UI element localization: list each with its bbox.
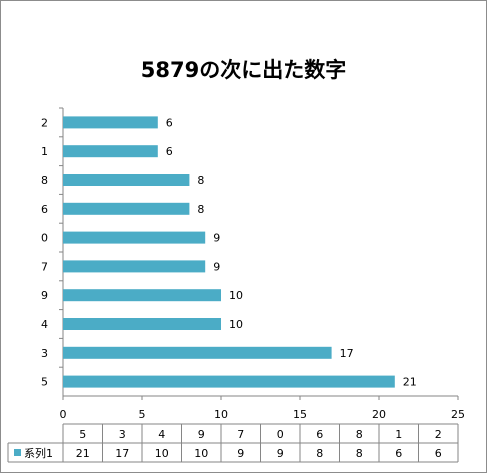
bar <box>63 174 190 186</box>
data-label: 8 <box>197 203 204 216</box>
table-value-cell: 21 <box>76 447 90 460</box>
table-value-cell: 8 <box>316 447 323 460</box>
data-label: 10 <box>229 289 243 302</box>
legend-label: 系列1 <box>24 446 53 460</box>
table-value-cell: 10 <box>155 447 169 460</box>
table-value-cell: 17 <box>115 447 129 460</box>
table-category-cell: 7 <box>237 428 244 441</box>
y-tick-label: 4 <box>41 318 48 331</box>
x-tick-label: 10 <box>214 408 228 421</box>
table-category-cell: 8 <box>356 428 363 441</box>
bar <box>63 231 206 244</box>
table-category-cell: 0 <box>277 428 284 441</box>
bar <box>63 116 158 129</box>
table-category-cell: 2 <box>435 428 442 441</box>
x-tick-label: 0 <box>60 408 67 421</box>
y-tick-label: 6 <box>41 203 48 216</box>
x-tick-label: 5 <box>139 408 146 421</box>
data-label: 9 <box>213 260 220 273</box>
data-label: 6 <box>166 116 173 129</box>
data-label: 17 <box>340 347 354 360</box>
y-tick-label: 9 <box>41 289 48 302</box>
data-label: 8 <box>197 174 204 187</box>
y-tick-label: 2 <box>41 116 48 129</box>
data-label: 10 <box>229 318 243 331</box>
y-tick-label: 7 <box>41 260 48 273</box>
table-value-cell: 10 <box>194 447 208 460</box>
bar <box>63 145 158 158</box>
y-tick-label: 0 <box>41 232 48 245</box>
table-category-cell: 9 <box>198 428 205 441</box>
bar <box>63 202 190 215</box>
bar <box>63 289 221 302</box>
chart-title: 5879の次に出た数字 <box>140 58 347 82</box>
table-value-cell: 9 <box>277 447 284 460</box>
table-category-cell: 1 <box>395 428 402 441</box>
table-category-cell: 5 <box>79 428 86 441</box>
data-label: 9 <box>213 232 220 245</box>
x-tick-label: 25 <box>451 408 465 421</box>
y-tick-label: 5 <box>41 376 48 389</box>
table-category-cell: 4 <box>158 428 165 441</box>
x-tick-label: 20 <box>372 408 386 421</box>
table-category-cell: 3 <box>119 428 126 441</box>
bar <box>63 318 221 330</box>
table-value-cell: 6 <box>395 447 402 460</box>
legend-swatch <box>14 449 21 456</box>
bar <box>63 375 395 388</box>
table-value-cell: 9 <box>237 447 244 460</box>
y-tick-label: 3 <box>41 347 48 360</box>
bar <box>63 346 332 359</box>
data-label: 21 <box>403 376 417 389</box>
y-tick-label: 1 <box>41 145 48 158</box>
table-category-cell: 6 <box>316 428 323 441</box>
table-value-cell: 6 <box>435 447 442 460</box>
x-tick-label: 15 <box>293 408 307 421</box>
table-value-cell: 8 <box>356 447 363 460</box>
y-tick-label: 8 <box>41 174 48 187</box>
data-label: 6 <box>166 145 173 158</box>
bar <box>63 260 206 273</box>
